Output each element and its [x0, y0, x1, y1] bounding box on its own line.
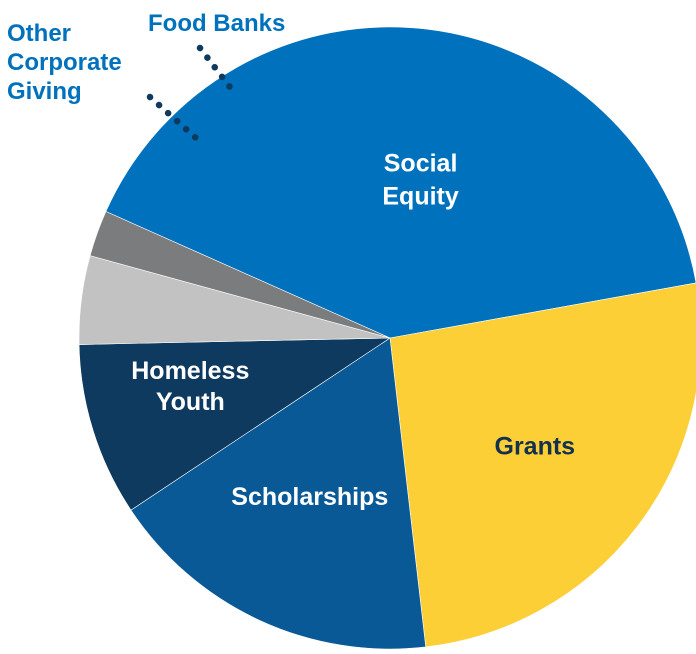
slice-label-grants: Grants	[495, 433, 576, 461]
leader-line-other-corporate-giving	[146, 93, 200, 142]
outside-label-food-banks: Food Banks	[148, 10, 285, 37]
slice-label-scholarships: Scholarships	[231, 483, 388, 511]
pie-slice-scholarships	[130, 337, 427, 650]
pie-slices	[78, 26, 696, 650]
pie-slice-food-banks	[89, 211, 391, 339]
slice-label-social-equity: Social Equity	[382, 150, 458, 211]
leader-line-food-banks	[196, 44, 240, 99]
pie-slice-homeless-youth	[78, 337, 392, 511]
pie-slice-social-equity	[105, 26, 696, 339]
slice-label-homeless-youth: Homeless Youth	[131, 357, 249, 416]
outside-label-other-corporate-giving: Other Corporate Giving	[7, 20, 122, 105]
slice-labels: Social Equity Grants Scholarships Homeless Yo…	[7, 10, 575, 511]
leader-lines	[146, 44, 240, 142]
pie-slice-grants	[389, 282, 696, 648]
